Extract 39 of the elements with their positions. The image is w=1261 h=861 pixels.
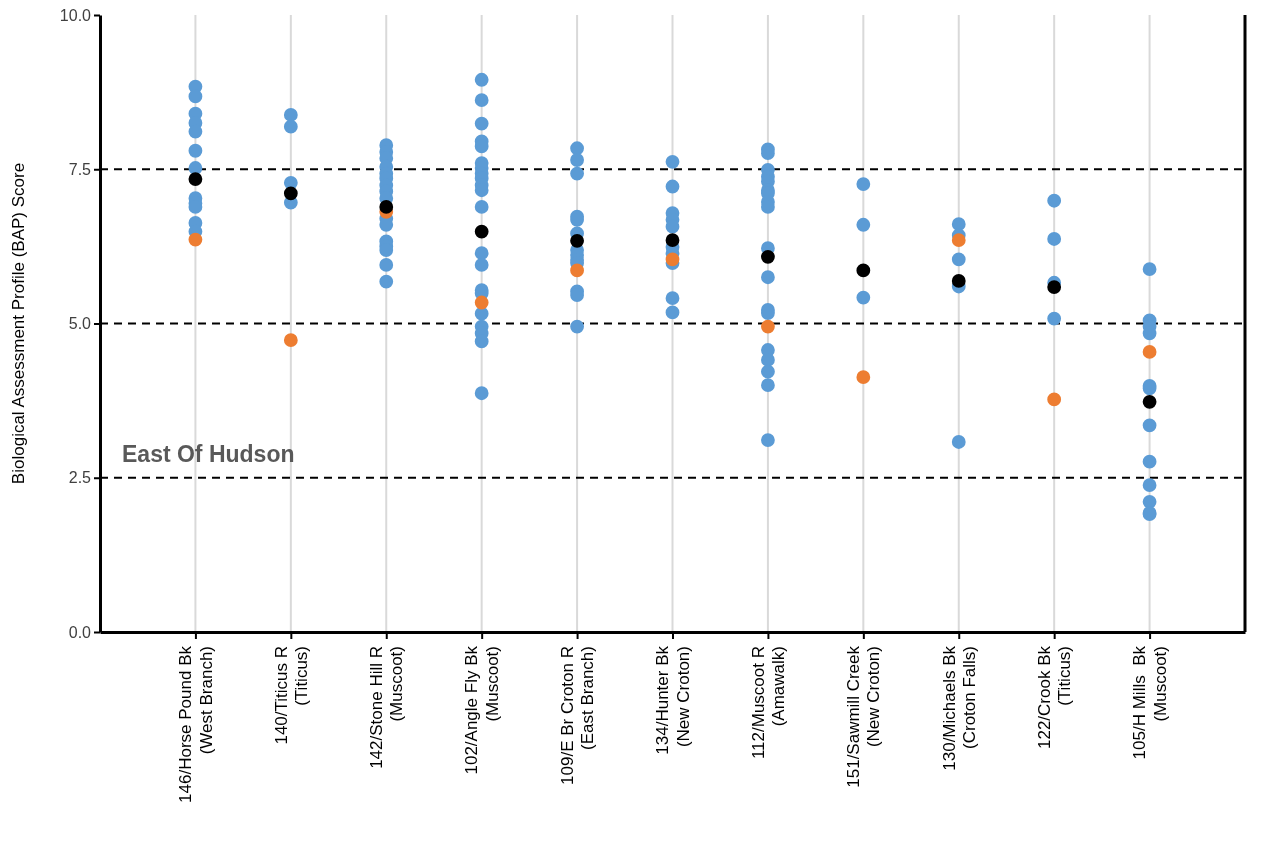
point [761,249,775,264]
point [570,263,584,278]
point [283,333,298,348]
x-tick-label: 112/Muscoot R (Amawalk) [748,646,789,760]
point [665,252,680,267]
y-axis-title: Biological Assessment Profile (BAP) Score [9,162,28,485]
x-tick-label: 105/H Mills Bk (Muscoot) [1130,645,1170,760]
point [379,199,394,214]
point [188,232,203,247]
point [474,224,489,239]
point [474,295,489,310]
point [188,172,203,187]
point [283,186,298,201]
x-tick-label: 142/Stone Hill R (Muscoot) [367,646,407,769]
x-tick-label: 146/Horse Pound Bk (West Branch) [176,645,216,803]
x-tick-label: 130/Michaels Bk (Croton Falls) [939,645,979,771]
point [761,319,775,334]
point [570,233,584,248]
y-tick-label: 10.0 [59,6,92,24]
x-tick-label: 109/E Br Croton R (East Branch) [557,646,598,785]
point [1047,280,1062,294]
annotation: East Of Hudson [122,441,295,468]
x-tick-label: 122/Crook Bk (Titicus) [1034,645,1075,749]
point [951,233,966,248]
y-tick-label: 0.0 [68,623,92,641]
x-tick-label: 140/Titicus R (Titicus) [271,646,311,745]
point [1142,394,1157,409]
point [856,263,871,278]
point [856,370,871,385]
point [1047,392,1062,407]
y-tick-label: 2.5 [68,469,92,487]
x-tick-label: 102/Angle Fly Bk (Muscoot) [462,645,502,775]
point [665,233,680,248]
y-tick-label: 7.5 [68,160,92,178]
y-tick-label: 5.0 [68,315,92,333]
x-tick-label: 151/Sawmill Creek (New Croton) [844,645,884,788]
point [1142,344,1157,359]
x-tick-label: 134/Hunter Bk (New Croton) [653,645,693,755]
point [951,274,966,288]
